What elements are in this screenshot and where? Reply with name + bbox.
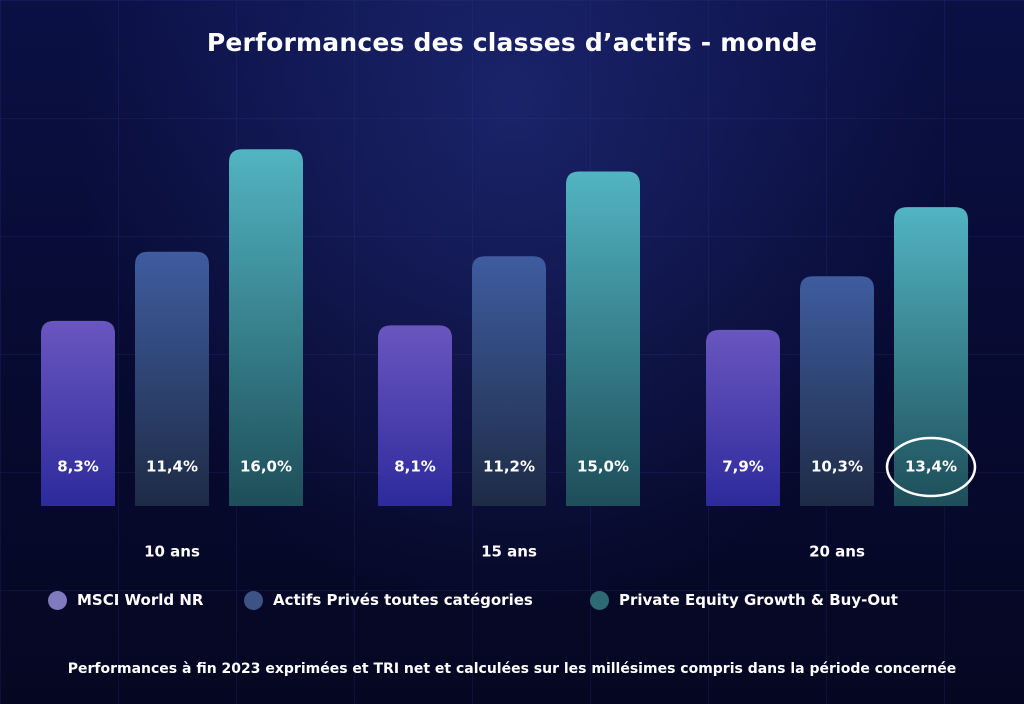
chart-title: Performances des classes d’actifs - mond…: [206, 28, 818, 57]
bar-15-ans-msci-world-nr: [378, 325, 452, 506]
legend-swatch-msci-world: [48, 590, 67, 610]
value-label-10-ans-msci-world-nr: 8,3%: [57, 458, 99, 476]
category-label-15-ans: 15 ans: [481, 543, 537, 561]
bar-10-ans-msci-world-nr: [41, 320, 115, 506]
value-label-20-ans-private-equity-growth-buy-out: 13,4%: [905, 458, 957, 476]
legend-label-private-equity: Private Equity Growth & Buy-Out: [619, 591, 898, 609]
value-label-20-ans-msci-world-nr: 7,9%: [722, 458, 764, 476]
footnote: Performances à fin 2023 exprimées et TRI…: [67, 661, 957, 677]
value-label-15-ans-actifs-prives-toutes-categories: 11,2%: [483, 458, 535, 476]
value-label-10-ans-actifs-prives-toutes-categories: 11,4%: [146, 458, 198, 476]
bar-15-ans-actifs-prives-toutes-categories: [472, 256, 546, 506]
legend-item-actifs-prives: Actifs Privés toutes catégories: [244, 586, 533, 614]
value-label-10-ans-private-equity-growth-buy-out: 16,0%: [240, 458, 292, 476]
value-label-20-ans-actifs-prives-toutes-categories: 10,3%: [811, 458, 863, 476]
highlight-circle: [885, 436, 977, 498]
legend: MSCI World NR Actifs Privés toutes catég…: [0, 586, 1024, 614]
bar-20-ans-private-equity-growth-buy-out: [894, 207, 968, 506]
bar-10-ans-private-equity-growth-buy-out: [229, 149, 303, 506]
bar-10-ans-actifs-prives-toutes-categories: [135, 251, 209, 506]
legend-label-msci-world: MSCI World NR: [77, 591, 204, 609]
legend-item-private-equity: Private Equity Growth & Buy-Out: [590, 586, 898, 614]
value-label-15-ans-private-equity-growth-buy-out: 15,0%: [577, 458, 629, 476]
bar-20-ans-actifs-prives-toutes-categories: [800, 276, 874, 506]
category-label-10-ans: 10 ans: [144, 543, 200, 561]
bar-15-ans-private-equity-growth-buy-out: [566, 171, 640, 506]
legend-swatch-actifs-prives: [244, 590, 263, 610]
bar-20-ans-msci-world-nr: [706, 329, 780, 506]
legend-label-actifs-prives: Actifs Privés toutes catégories: [273, 591, 533, 609]
category-label-20-ans: 20 ans: [809, 543, 865, 561]
legend-swatch-private-equity: [590, 590, 609, 610]
legend-item-msci-world: MSCI World NR: [48, 586, 203, 614]
value-label-15-ans-msci-world-nr: 8,1%: [394, 458, 436, 476]
